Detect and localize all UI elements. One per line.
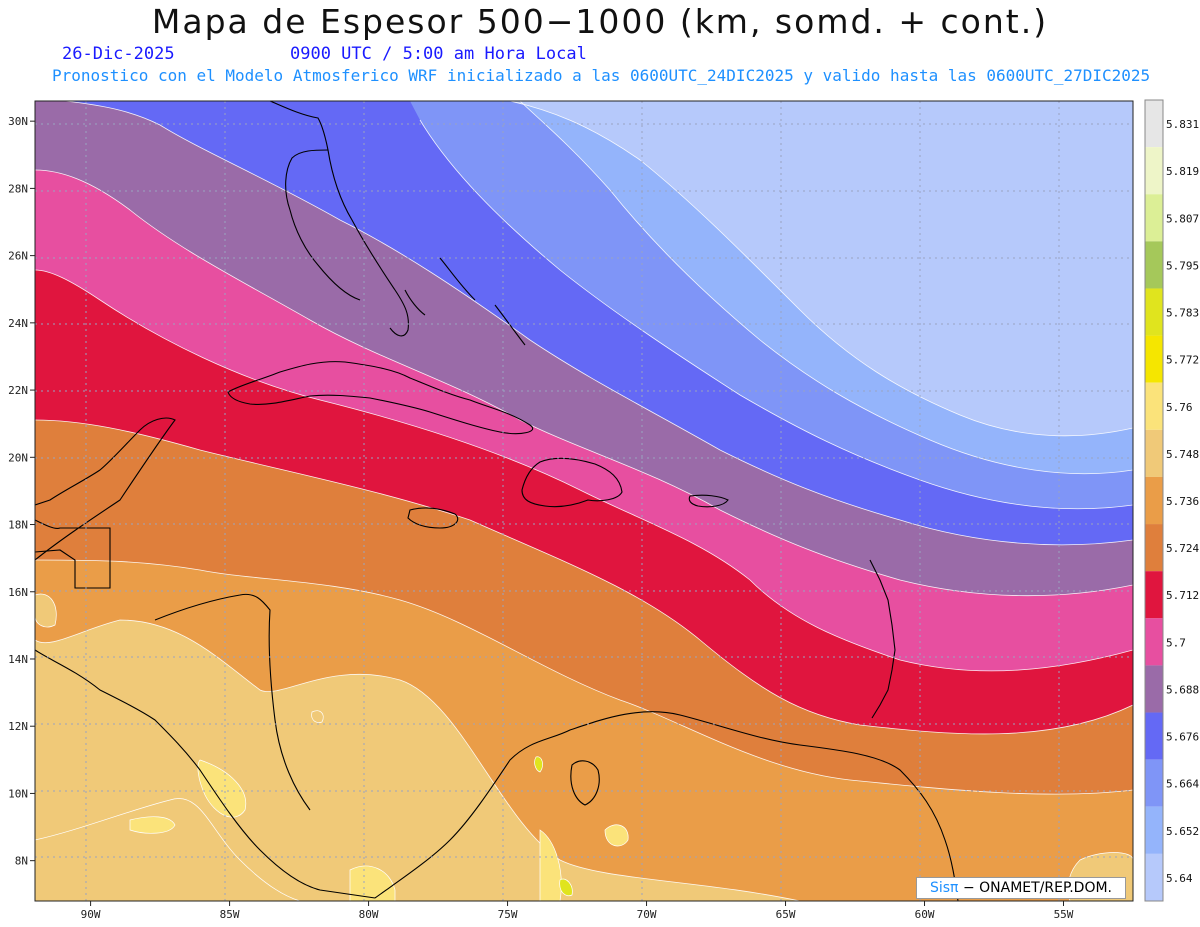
coastlines	[35, 101, 959, 901]
lat-tick-label: 14N	[8, 653, 28, 666]
contour-lines	[35, 101, 1133, 901]
forecast-time: 0900 UTC / 5:00 am Hora Local	[290, 44, 587, 64]
page-title: Mapa de Espesor 500−1000 (km, somd. + co…	[151, 2, 1049, 41]
legend-label: 5.795	[1166, 259, 1199, 272]
legend-swatch	[1145, 618, 1163, 666]
lat-tick-label: 10N	[8, 787, 28, 800]
lon-tick-label: 65W	[776, 908, 796, 921]
lon-tick-label: 75W	[498, 908, 518, 921]
lon-tick-label: 70W	[637, 908, 657, 921]
legend-swatch	[1145, 806, 1163, 854]
legend-label: 5.7	[1166, 636, 1186, 649]
graticule	[35, 101, 1133, 901]
jamaica	[407, 507, 459, 529]
legend-label: 5.76	[1166, 401, 1193, 414]
florida-coast	[269, 101, 409, 337]
lon-tick-label: 85W	[220, 908, 240, 921]
legend-label: 5.736	[1166, 495, 1199, 508]
lat-tick-label: 26N	[8, 250, 28, 263]
legend-swatch	[1145, 476, 1163, 525]
legend-swatch	[1145, 288, 1163, 336]
cuba	[227, 361, 533, 435]
honduras-coast	[154, 593, 311, 811]
legend-label: 5.688	[1166, 683, 1199, 696]
legend-swatch	[1145, 335, 1163, 383]
legend-swatch	[1145, 712, 1163, 760]
lat-tick-label: 16N	[8, 586, 28, 599]
legend-label: 5.676	[1166, 731, 1199, 744]
lat-tick-label: 8N	[15, 855, 28, 868]
central-america	[35, 649, 376, 899]
mexico-border	[35, 519, 111, 589]
legend-label: 5.831	[1166, 118, 1199, 131]
legend-label: 5.712	[1166, 589, 1199, 602]
legend-swatch	[1145, 853, 1163, 901]
legend-label: 5.652	[1166, 825, 1199, 838]
legend-label: 5.783	[1166, 307, 1199, 320]
lon-tick-label: 80W	[359, 908, 379, 921]
legend-swatch	[1145, 100, 1163, 148]
puerto-rico	[688, 494, 729, 508]
legend-swatch	[1145, 382, 1163, 430]
legend-label: 5.664	[1166, 778, 1199, 791]
credit-text: − ONAMET/REP.DOM.	[962, 880, 1112, 896]
lat-tick-label: 20N	[8, 451, 28, 464]
lon-tick-label: 60W	[915, 908, 935, 921]
bahamas	[404, 257, 526, 346]
legend-label: 5.772	[1166, 354, 1199, 367]
credit-logo: Sisπ	[929, 880, 959, 896]
credit-box: Sisπ − ONAMET/REP.DOM.	[916, 877, 1126, 899]
axis-ticks: 90W 85W 80W 75W 70W 65W 60W 55W 30N 28N 26N 24N 22N 2…	[8, 115, 1074, 921]
legend-swatch	[1145, 241, 1163, 289]
lat-tick-label: 18N	[8, 519, 28, 532]
legend-swatch	[1145, 194, 1163, 242]
warm-blobs	[35, 593, 1133, 901]
model-info: Pronostico con el Modelo Atmosferico WRF…	[52, 66, 1151, 85]
lake-maracaibo	[570, 760, 600, 806]
lat-tick-label: 22N	[8, 384, 28, 397]
legend-swatch	[1145, 524, 1163, 572]
legend-swatch	[1145, 571, 1163, 619]
lesser-antilles	[869, 559, 896, 719]
legend-label: 5.64	[1166, 872, 1193, 885]
band-5640	[440, 101, 1133, 436]
legend-swatch	[1145, 429, 1163, 477]
map-frame	[34, 100, 1134, 902]
lat-tick-label: 28N	[8, 182, 28, 195]
legend-swatch	[1145, 665, 1163, 713]
legend-label: 5.748	[1166, 448, 1199, 461]
lat-tick-label: 24N	[8, 317, 28, 330]
shaded-thickness-field	[35, 101, 1133, 901]
hispaniola	[521, 457, 623, 508]
lon-tick-label: 90W	[81, 908, 101, 921]
forecast-date: 26-Dic-2025	[62, 44, 175, 64]
lon-tick-label: 55W	[1054, 908, 1074, 921]
lat-tick-label: 30N	[8, 115, 28, 128]
yucatan	[35, 417, 176, 561]
florida-gulf-coast	[285, 149, 361, 301]
legend-label: 5.724	[1166, 542, 1199, 555]
legend-label: 5.807	[1166, 212, 1199, 225]
legend-label: 5.819	[1166, 165, 1199, 178]
south-america-coast	[374, 711, 959, 901]
legend-swatch	[1145, 759, 1163, 807]
legend-swatch	[1145, 147, 1163, 195]
lat-tick-label: 12N	[8, 720, 28, 733]
color-legend: 5.831 5.819 5.807 5.795 5.783 5.772 5.76 5.748 5…	[1144, 99, 1199, 902]
legend-frame	[1144, 99, 1164, 902]
